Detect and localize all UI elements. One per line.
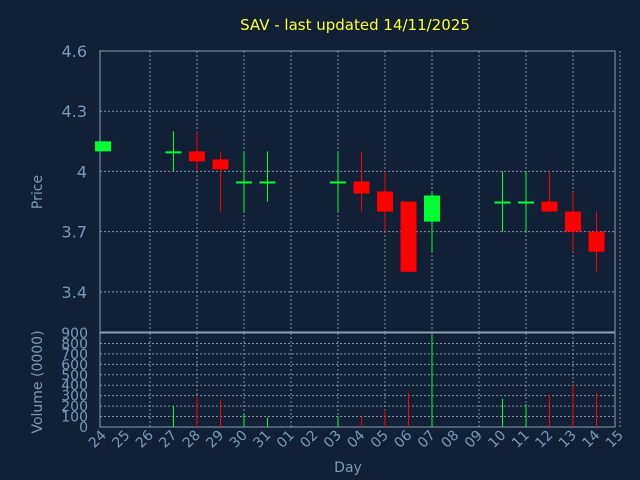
candle-body — [377, 191, 393, 212]
x-tick-label: 28 — [180, 428, 204, 452]
volume-tick-label: 600 — [61, 357, 88, 373]
volume-tick-label: 200 — [61, 399, 88, 415]
candle-body — [212, 159, 229, 170]
price-axis-ticks: 4.6 4.3 4 3.7 3.4 — [62, 42, 87, 302]
x-tick-label: 27 — [156, 428, 180, 452]
volume-panel-frame — [99, 332, 616, 428]
x-tick-label: 26 — [133, 427, 157, 451]
volume-tick-label: 0 — [79, 420, 88, 436]
price-tick-label: 4.3 — [62, 102, 87, 121]
x-tick-label: 31 — [250, 428, 274, 452]
x-tick-label: 05 — [368, 428, 392, 452]
volume-tick-label: 300 — [61, 389, 88, 405]
price-tick-label: 3.7 — [62, 223, 87, 242]
price-axis-label: Price — [30, 175, 46, 209]
x-tick-label: 01 — [274, 428, 298, 452]
x-tick-label: 12 — [532, 428, 556, 452]
x-tick-label: 02 — [297, 428, 321, 452]
candle-body — [494, 201, 511, 204]
x-axis-ticks: 24 25 26 27 28 29 30 31 01 02 03 04 05 06 07 08 09 10 11 12… — [86, 427, 627, 451]
x-tick-label: 03 — [321, 428, 345, 452]
x-tick-label: 25 — [109, 428, 133, 452]
candles — [95, 131, 605, 272]
x-tick-label: 08 — [438, 428, 462, 452]
volume-tick-label: 500 — [61, 368, 88, 384]
candle-body — [165, 151, 182, 154]
price-tick-label: 3.4 — [62, 283, 87, 302]
x-tick-label: 04 — [344, 427, 368, 451]
x-tick-label: 30 — [227, 428, 251, 452]
candle-body — [95, 141, 111, 152]
volume-bars — [173, 335, 597, 427]
x-tick-label: 14 — [579, 427, 603, 451]
x-tick-label: 13 — [556, 428, 580, 452]
volume-tick-label: 700 — [61, 347, 88, 363]
price-tick-label: 4 — [77, 162, 87, 181]
x-tick-label: 06 — [391, 427, 415, 451]
x-tick-label: 07 — [415, 428, 439, 452]
volume-axis-label: Volume (0000) — [30, 330, 46, 433]
x-tick-label: 10 — [485, 428, 509, 452]
chart-title: SAV - last updated 14/11/2025 — [240, 16, 470, 34]
x-tick-label: 15 — [603, 428, 627, 452]
candle-body — [541, 201, 558, 212]
x-tick-label: 29 — [203, 428, 227, 452]
x-axis-label: Day — [334, 460, 362, 476]
candle-body — [424, 195, 440, 222]
volume-grid — [100, 332, 621, 428]
candle-body — [518, 201, 534, 204]
candle-body — [330, 181, 346, 184]
x-tick-label: 24 — [86, 427, 110, 451]
volume-tick-label: 900 — [61, 326, 88, 342]
volume-tick-label: 400 — [61, 378, 88, 394]
x-tick-label: 09 — [462, 428, 486, 452]
volume-tick-label: 100 — [61, 410, 88, 426]
candle-body — [353, 181, 370, 194]
candle-body — [189, 151, 205, 162]
candle-body — [236, 181, 252, 184]
candle-body — [259, 181, 276, 184]
price-panel-frame — [99, 50, 616, 333]
candle-body — [400, 201, 417, 272]
volume-tick-label: 800 — [61, 336, 88, 352]
candle-body — [565, 211, 581, 232]
price-tick-label: 4.6 — [62, 42, 87, 61]
candle-body — [588, 231, 605, 252]
x-tick-label: 11 — [509, 428, 533, 452]
